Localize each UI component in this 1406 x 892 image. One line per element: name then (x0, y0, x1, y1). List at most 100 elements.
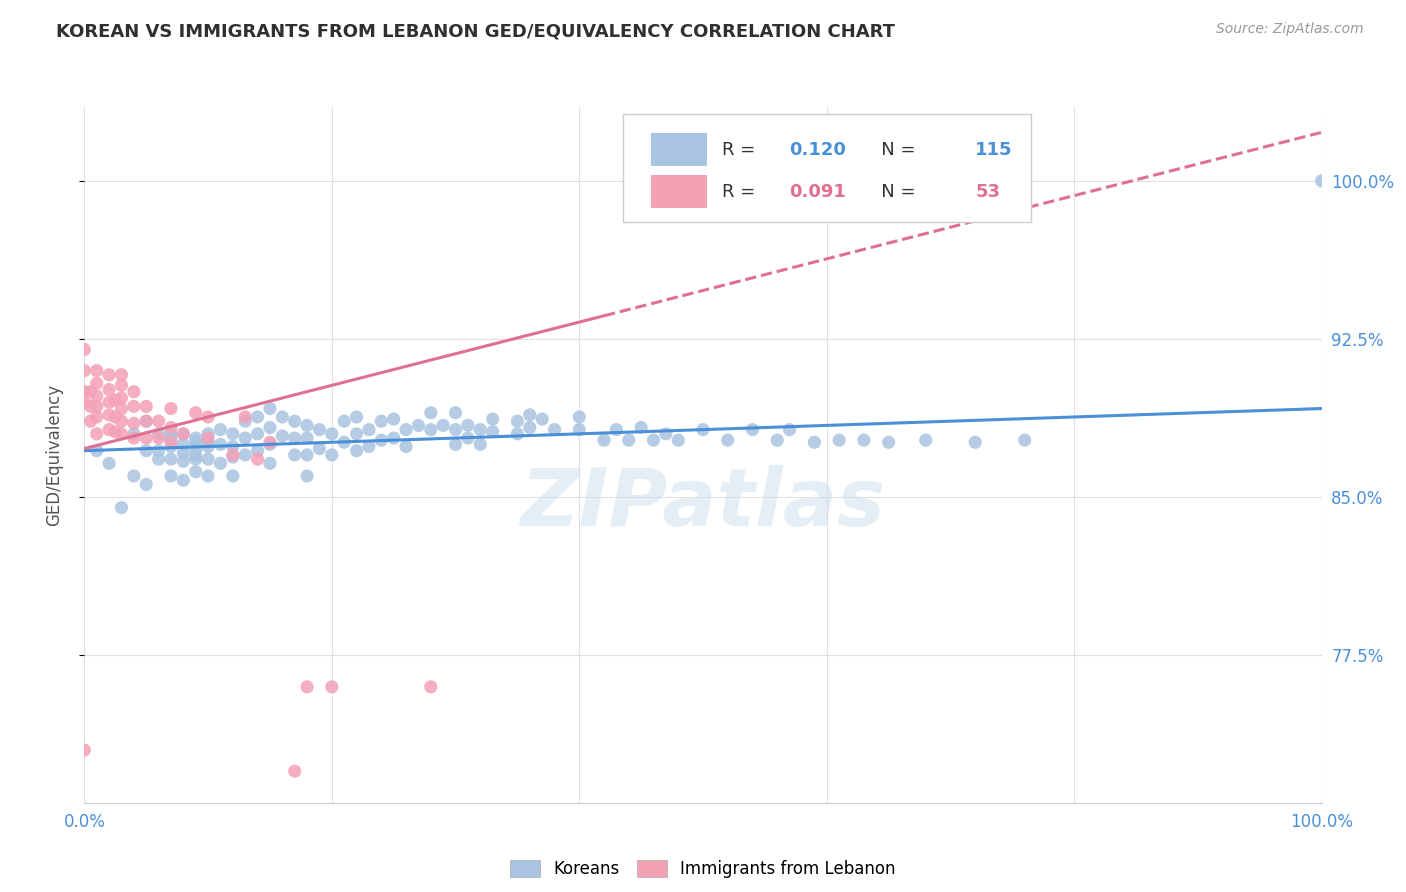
Point (382, 431, 405, 445)
Text: N =: N = (863, 183, 921, 201)
Point (98, 456, 121, 470)
Point (395, 423, 418, 437)
Point (321, 448, 343, 462)
Point (233, 409, 256, 424)
Text: Source: ZipAtlas.com: Source: ZipAtlas.com (1216, 22, 1364, 37)
Point (295, 680, 318, 694)
Point (295, 418, 318, 433)
Point (148, 431, 170, 445)
Point (284, 414, 307, 428)
Point (184, 431, 207, 445)
Point (284, 431, 307, 445)
Point (73, 343, 96, 357)
Point (295, 469, 318, 483)
Point (271, 429, 294, 443)
Point (172, 473, 194, 487)
Point (184, 406, 207, 420)
Point (148, 452, 170, 467)
Point (184, 465, 207, 479)
Point (160, 426, 183, 441)
Point (160, 401, 183, 416)
Point (779, 423, 801, 437)
Point (233, 414, 256, 428)
Point (98, 423, 121, 437)
Point (86, 389, 108, 403)
Point (333, 435, 356, 450)
Point (135, 477, 157, 491)
Point (766, 433, 789, 447)
Point (444, 437, 467, 451)
Point (1310, 174, 1333, 188)
Point (110, 500, 132, 515)
Point (246, 426, 269, 441)
Point (408, 418, 430, 433)
Point (110, 401, 132, 416)
Point (148, 414, 170, 428)
Point (197, 469, 219, 483)
Point (470, 423, 492, 437)
Point (184, 448, 207, 462)
Point (197, 452, 219, 467)
Point (104, 425, 127, 439)
Point (481, 425, 503, 439)
Point (321, 680, 343, 694)
Text: R =: R = (721, 141, 761, 159)
Point (148, 426, 170, 441)
Bar (651, 175, 707, 208)
Point (98, 408, 121, 422)
Point (284, 764, 307, 779)
Point (271, 409, 294, 424)
Point (295, 431, 318, 445)
Point (135, 414, 157, 428)
Point (346, 426, 368, 441)
Point (86, 426, 108, 441)
Point (717, 433, 740, 447)
Point (122, 417, 145, 431)
Point (209, 437, 232, 451)
Point (259, 456, 281, 470)
Point (419, 680, 441, 694)
Point (370, 433, 392, 447)
Point (79, 414, 101, 428)
Point (803, 435, 825, 450)
Text: 53: 53 (976, 183, 1000, 201)
Point (122, 400, 145, 414)
Point (295, 448, 318, 462)
Point (852, 433, 875, 447)
Point (457, 431, 479, 445)
Point (122, 431, 145, 445)
Point (222, 469, 245, 483)
Point (357, 440, 380, 454)
Y-axis label: GED/Equivalency: GED/Equivalency (45, 384, 63, 526)
Point (259, 420, 281, 434)
Text: 115: 115 (976, 141, 1012, 159)
Point (233, 448, 256, 462)
Point (246, 443, 269, 458)
Point (148, 443, 170, 458)
Point (284, 448, 307, 462)
Point (481, 412, 503, 426)
Point (605, 423, 627, 437)
Point (110, 426, 132, 441)
Point (184, 452, 207, 467)
Point (395, 440, 418, 454)
Point (321, 426, 343, 441)
Point (333, 414, 356, 428)
Point (160, 452, 183, 467)
Point (246, 409, 269, 424)
Point (86, 443, 108, 458)
Point (432, 418, 454, 433)
Point (506, 426, 529, 441)
Point (73, 384, 96, 399)
Point (135, 400, 157, 414)
Point (172, 426, 194, 441)
Point (357, 423, 380, 437)
Point (86, 376, 108, 391)
Point (470, 437, 492, 451)
Point (86, 409, 108, 424)
Point (370, 414, 392, 428)
Point (346, 443, 368, 458)
Point (160, 420, 183, 434)
Point (222, 450, 245, 464)
Point (122, 426, 145, 441)
